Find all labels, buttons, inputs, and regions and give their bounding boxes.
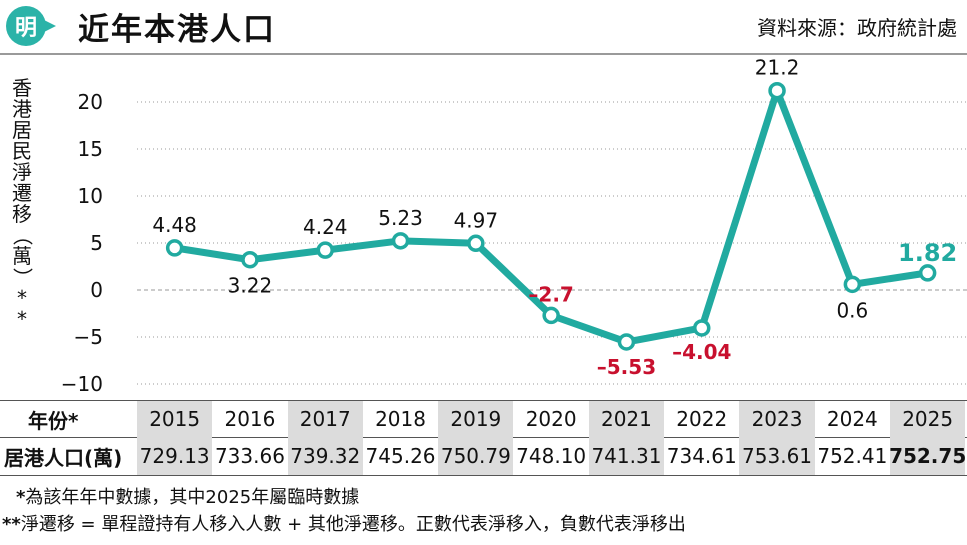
logo-tail-shape bbox=[40, 18, 56, 34]
year-row-label: 年份* bbox=[28, 408, 79, 433]
data-label: 3.22 bbox=[228, 274, 273, 298]
footnote-2-text: 淨遷移 = 單程證持有人移入人數 + 其他淨遷移。正數代表淨移入，負數代表淨移出 bbox=[20, 514, 686, 535]
data-point bbox=[918, 264, 937, 282]
population-cell: 733.66 bbox=[214, 444, 285, 468]
y-axis-label-char: 港 bbox=[12, 97, 32, 121]
footnote-1: *為該年年中數據，其中2025年屬臨時數據 bbox=[0, 484, 686, 511]
data-label: 21.2 bbox=[755, 56, 800, 80]
population-cell: 750.79 bbox=[438, 437, 514, 475]
data-point bbox=[542, 306, 560, 325]
y-axis-label-char: 民 bbox=[12, 139, 32, 163]
y-axis-label-char: 萬 bbox=[12, 244, 32, 268]
y-axis-label-char: 移 bbox=[12, 202, 32, 226]
y-tick-label: 10 bbox=[78, 184, 103, 208]
year-cell: 2017 bbox=[287, 401, 363, 437]
population-cell: 748.10 bbox=[516, 444, 587, 468]
footnotes: *為該年年中數據，其中2025年屬臨時數據 **淨遷移 = 單程證持有人移入人數… bbox=[0, 484, 686, 538]
data-label: 5.23 bbox=[378, 206, 423, 230]
header-divider bbox=[0, 53, 967, 55]
data-point bbox=[617, 333, 636, 351]
data-label: 1.82 bbox=[898, 239, 957, 267]
y-axis-label-char: 香 bbox=[12, 76, 32, 100]
year-cell: 2024 bbox=[826, 407, 878, 431]
footnote-2-marker: ** bbox=[2, 514, 21, 535]
population-cell: 752.41 bbox=[817, 444, 888, 468]
data-point bbox=[165, 239, 184, 257]
y-tick-label: 5 bbox=[90, 231, 103, 255]
footnote-1-text: 為該年年中數據，其中2025年屬臨時數據 bbox=[25, 487, 360, 508]
data-label: –5.53 bbox=[597, 355, 656, 379]
data-label: 4.48 bbox=[152, 213, 197, 237]
year-cell: 2016 bbox=[224, 407, 276, 431]
footnote-1-marker: * bbox=[16, 487, 26, 508]
data-point bbox=[768, 81, 786, 100]
population-cell: 734.61 bbox=[666, 444, 737, 468]
y-tick-label: 20 bbox=[78, 90, 103, 114]
y-axis-label-char: * bbox=[17, 286, 27, 310]
population-cell: 729.13 bbox=[137, 437, 213, 475]
y-axis-label-char: * bbox=[17, 307, 27, 331]
data-label: –4.04 bbox=[672, 340, 731, 364]
logo-text: 明 bbox=[14, 16, 37, 41]
population-row: 居港人口(萬) 729.13 733.66 739.32 745.26 750.79 74… bbox=[0, 437, 967, 476]
data-point bbox=[316, 241, 334, 259]
data-point bbox=[467, 234, 485, 253]
y-axis-label-char: 遷 bbox=[12, 181, 32, 205]
year-cell: 2022 bbox=[676, 407, 728, 431]
population-row-label: 居港人口(萬) bbox=[4, 445, 123, 470]
footnote-2: **淨遷移 = 單程證持有人移入人數 + 其他淨遷移。正數代表淨移入，負數代表淨… bbox=[0, 511, 686, 538]
data-label: 0.6 bbox=[836, 298, 868, 322]
year-row: 年份* 2015 2016 2017 2018 2019 2020 2021 2022 2023… bbox=[0, 400, 967, 438]
y-tick-label: 15 bbox=[78, 137, 103, 161]
population-cell: 752.75 bbox=[889, 437, 966, 475]
year-cell: 2020 bbox=[525, 407, 577, 431]
ming-pao-logo: 明 bbox=[6, 6, 46, 46]
source-note: 資料來源：政府統計處 bbox=[757, 16, 957, 40]
chart-title: 近年本港人口 bbox=[78, 12, 276, 48]
y-tick-label: 0 bbox=[90, 278, 103, 302]
data-label: 4.97 bbox=[454, 208, 499, 232]
year-cell: 2018 bbox=[375, 407, 426, 431]
y-axis-label: 香港居民淨遷移（萬） * * bbox=[8, 78, 36, 330]
population-cell: 739.32 bbox=[287, 437, 363, 475]
year-cell: 2015 bbox=[137, 401, 213, 437]
year-cell: 2021 bbox=[588, 401, 665, 437]
net-migration-line-chart: 20 15 10 5 0 −5 −10 4.48 3.22 4.24 5.23 4.97 –2.7 –5.… bbox=[61, 56, 967, 396]
y-tick-label: −5 bbox=[74, 325, 103, 349]
year-cell: 2023 bbox=[739, 401, 815, 437]
population-cell: 745.26 bbox=[365, 444, 436, 468]
population-cell: 741.31 bbox=[588, 437, 665, 475]
y-axis-label-char: 居 bbox=[12, 118, 32, 142]
data-point bbox=[391, 232, 410, 250]
data-label: 4.24 bbox=[303, 215, 348, 239]
year-cell: 2019 bbox=[438, 401, 514, 437]
data-label: –2.7 bbox=[528, 282, 573, 306]
header: 明 近年本港人口 資料來源：政府統計處 bbox=[0, 0, 967, 55]
data-point bbox=[693, 319, 711, 337]
year-cell: 2025 bbox=[890, 401, 966, 437]
y-tick-label: −10 bbox=[61, 372, 103, 396]
data-point bbox=[241, 250, 259, 269]
data-point bbox=[843, 275, 862, 294]
population-cell: 753.61 bbox=[739, 437, 815, 475]
y-axis-label-char: 淨 bbox=[12, 160, 32, 184]
